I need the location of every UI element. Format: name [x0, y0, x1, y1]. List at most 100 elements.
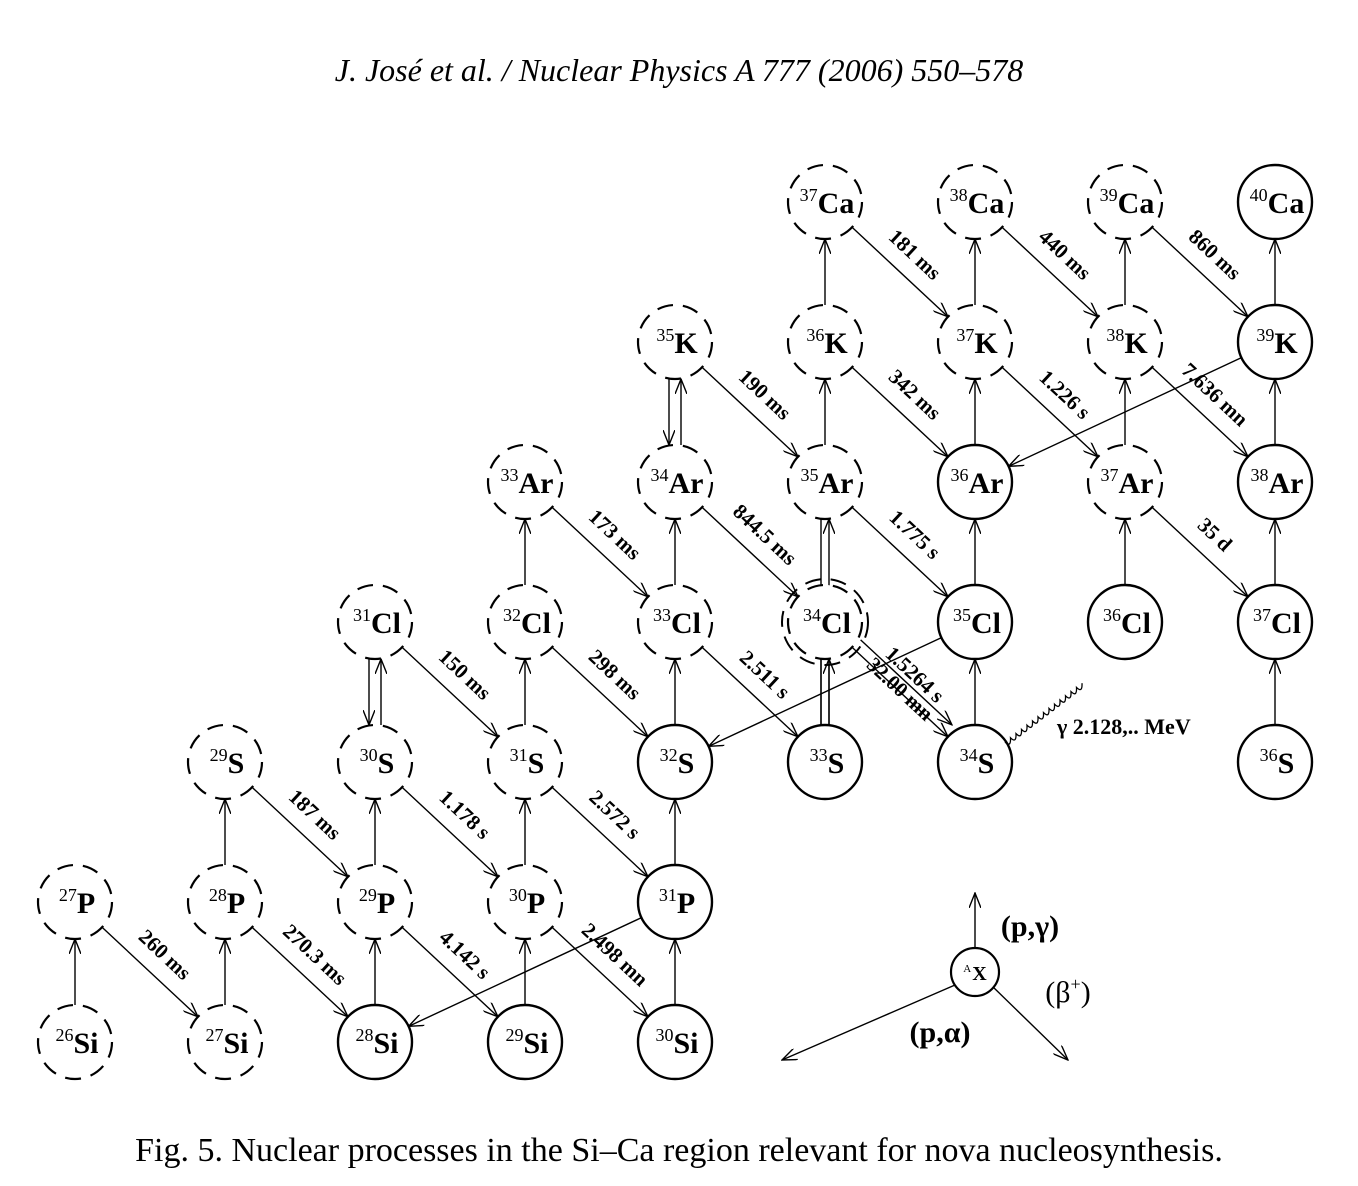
nuclide-label: 29Si [505, 1025, 548, 1060]
nuclide-circle [1086, 443, 1164, 521]
halflife-label: 35 d [1193, 513, 1237, 557]
beta-arrow-S30-P30 [400, 785, 498, 877]
element-symbol: Ar [969, 467, 1004, 500]
mass-number: 36 [806, 325, 824, 345]
mass-number: 40 [1250, 185, 1268, 205]
mass-number: 35 [801, 465, 819, 485]
nuclide-S29: 29S [186, 723, 264, 801]
nuclide-Ar35: 35Ar [786, 443, 864, 521]
nuclide-circle [1236, 163, 1314, 241]
nuclide-Ar33: 33Ar [486, 443, 564, 521]
halflife-label: 1.775 s [885, 505, 946, 564]
nuclide-Cl35: 35Cl [936, 583, 1014, 661]
element-symbol: Ar [669, 467, 704, 500]
nuclide-circle [1236, 723, 1314, 801]
nuclide-label: 34Cl [803, 605, 851, 640]
mass-number: 39 [1256, 325, 1274, 345]
nuclide-label: 36K [806, 325, 848, 360]
element-symbol: K [674, 327, 698, 360]
mass-number: 37 [956, 325, 974, 345]
nuclide-S31: 31S [486, 723, 564, 801]
nuclide-circle [486, 863, 564, 941]
nuclide-Si30: 30Si [636, 1003, 714, 1081]
element-symbol: S [528, 747, 545, 780]
nuclide-label: 38K [1106, 325, 1148, 360]
nuclide-circle [486, 1003, 564, 1081]
nuclide-circle [636, 723, 714, 801]
nuclide-Ar38: 38Ar [1236, 443, 1314, 521]
halflife-label: 844.5 ms [728, 499, 802, 570]
nuclide-K37: 37K [936, 303, 1014, 381]
element-symbol: Cl [821, 607, 851, 640]
nuclide-S33: 33S [786, 723, 864, 801]
nuclide-circle [36, 863, 114, 941]
legend: AX (p,γ) (β+) (p,α) [782, 893, 1091, 1060]
nuclide-circle [1236, 583, 1314, 661]
halflife-label: 181 ms [884, 224, 946, 284]
legend-nuclide-label: AX [963, 963, 987, 985]
nuclide-Si26: 26Si [36, 1003, 114, 1081]
element-symbol: Si [223, 1027, 248, 1060]
nuclide-circle [1086, 163, 1164, 241]
element-symbol: Si [73, 1027, 98, 1060]
mass-number: 28 [355, 1025, 373, 1045]
nuclide-circle [786, 443, 864, 521]
nuclide-circle [486, 443, 564, 521]
nuclide-circle [486, 723, 564, 801]
nuclide-circle [1086, 303, 1164, 381]
mass-number: 33 [653, 605, 671, 625]
element-symbol: Si [523, 1027, 548, 1060]
nuclide-Cl37: 37Cl [1236, 583, 1314, 661]
nuclide-circle [636, 1003, 714, 1081]
element-symbol: Ar [819, 467, 854, 500]
nuclide-P28: 28P [186, 863, 264, 941]
nuclide-P27: 27P [36, 863, 114, 941]
nuclide-circle [336, 583, 414, 661]
nuclide-circle [186, 863, 264, 941]
nuclide-label: 35Ar [801, 465, 854, 500]
nuclide-outer-circle [781, 578, 869, 666]
nuclide-label: 39K [1256, 325, 1298, 360]
element-symbol: S [1278, 747, 1295, 780]
element-symbol: S [378, 747, 395, 780]
nuclide-Ar34: 34Ar [636, 443, 714, 521]
halflife-label: 4.142 s [435, 925, 496, 984]
halflife-label: 2.572 s [585, 785, 646, 844]
halflife-label: 342 ms [884, 364, 946, 424]
legend-beta-arrow [990, 984, 1068, 1060]
nuclide-K39: 39K [1236, 303, 1314, 381]
mass-number: 33 [810, 745, 828, 765]
element-symbol: Si [373, 1027, 398, 1060]
mass-number: 38 [950, 185, 968, 205]
halflife-label: 1.178 s [435, 785, 496, 844]
gamma-emission-layer: γ 2.128,.. MeV [1004, 683, 1191, 745]
nuclide-Si27: 27Si [186, 1003, 264, 1081]
element-symbol: K [824, 327, 848, 360]
legend-pg-label: (p,γ) [1001, 910, 1059, 943]
beta-arrow-Cl33-S33 [700, 645, 798, 737]
halflife-label: 2.498 mn [577, 918, 653, 991]
gamma-energy-label: γ 2.128,.. MeV [1056, 714, 1191, 739]
nuclide-circle [1236, 303, 1314, 381]
mass-number: 29 [359, 885, 377, 905]
nuclide-label: 28Si [355, 1025, 398, 1060]
mass-number: 37 [1253, 605, 1271, 625]
mass-number: 36 [1260, 745, 1278, 765]
nuclide-label: 35Cl [953, 605, 1001, 640]
nuclide-circle [636, 303, 714, 381]
legend-nuclide-circle [949, 946, 1001, 998]
nuclide-circle [36, 1003, 114, 1081]
beta-arrow-Cl32-S32 [550, 645, 648, 737]
nuclide-label: 27P [59, 885, 95, 920]
mass-number: 29 [505, 1025, 523, 1045]
mass-number: 30 [360, 745, 378, 765]
beta-arrow-S29-P29 [250, 785, 348, 877]
nuclide-label: 37Ca [800, 185, 855, 220]
mass-number: 33 [501, 465, 519, 485]
element-symbol: P [527, 887, 545, 920]
nuclide-P30: 30P [486, 863, 564, 941]
nuclide-Ca38: 38Ca [936, 163, 1014, 241]
nuclide-label: 38Ca [950, 185, 1005, 220]
halflife-label: 260 ms [134, 924, 196, 984]
